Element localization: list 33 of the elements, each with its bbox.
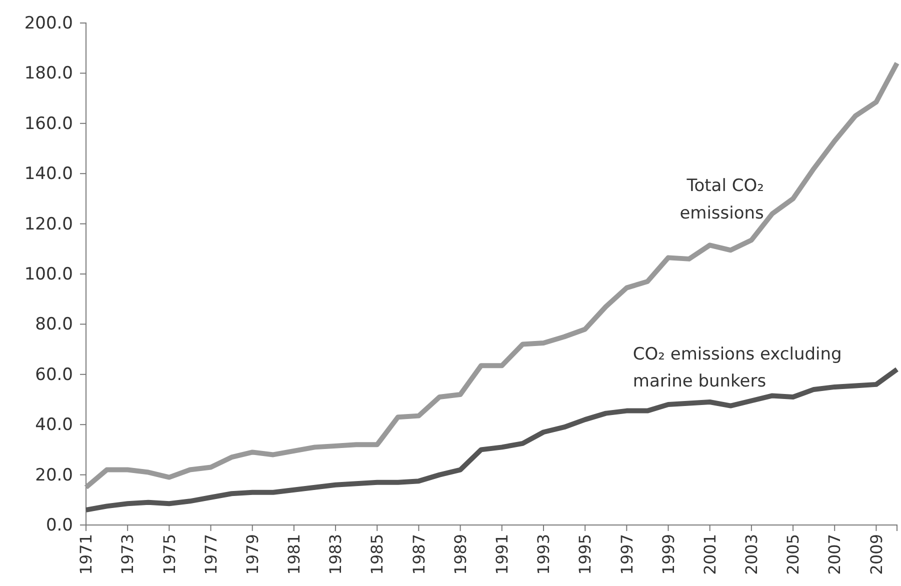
x-tick-label: 1971 [76, 534, 96, 575]
x-tick-label: 1993 [534, 534, 554, 575]
y-tick-label: 20.0 [35, 465, 73, 486]
x-tick-label: 1997 [617, 534, 636, 575]
x-tick-label: 1973 [118, 534, 138, 575]
x-tick-label: 1983 [326, 534, 346, 575]
y-tick-label: 140.0 [24, 164, 73, 184]
x-tick-label: 2009 [866, 534, 886, 575]
x-tick-label: 1975 [160, 534, 179, 575]
x-tick-label: 1981 [284, 534, 304, 575]
y-tick-label: 180.0 [24, 64, 73, 84]
y-tick-label: 200.0 [24, 13, 73, 34]
y-tick-label: 120.0 [24, 214, 73, 234]
x-tick-label: 1991 [492, 534, 512, 575]
x-tick-label: 2001 [700, 534, 720, 575]
x-tick-label: 2003 [742, 534, 762, 575]
y-tick-label: 100.0 [24, 264, 73, 284]
x-tick-label: 1977 [201, 534, 220, 575]
x-tick-label: 2005 [784, 534, 803, 575]
x-tick-label: 1989 [450, 534, 470, 575]
y-tick-label: 0.0 [46, 515, 73, 536]
y-tick-label: 60.0 [35, 364, 73, 385]
x-tick-label: 1979 [242, 534, 262, 575]
x-tick-label: 2007 [825, 534, 844, 575]
y-tick-label: 160.0 [24, 114, 73, 134]
series-label: Total CO₂ emissions [680, 176, 764, 224]
y-tick-label: 40.0 [35, 415, 73, 436]
x-tick-label: 1987 [409, 534, 428, 575]
series-label: CO₂ emissions excluding marine bunkers [632, 344, 842, 392]
x-tick-label: 1985 [368, 534, 387, 575]
y-tick-label: 80.0 [35, 314, 73, 335]
x-tick-label: 1999 [658, 534, 678, 575]
x-tick-label: 1995 [576, 534, 595, 575]
